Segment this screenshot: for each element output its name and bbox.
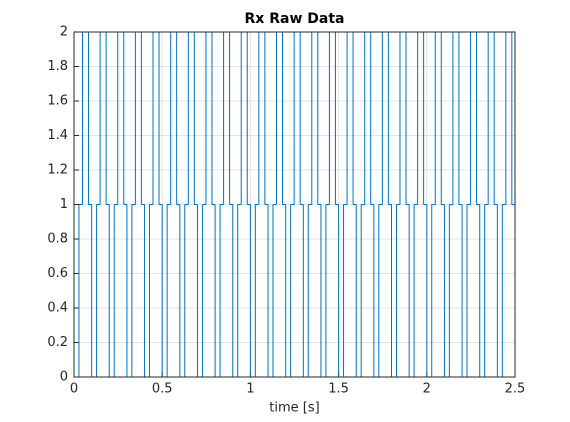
y-tick-label: 1.4 (47, 128, 68, 143)
axes-box (73, 31, 516, 378)
x-axis-label: time [s] (269, 401, 319, 416)
y-tick-label: 0 (60, 370, 68, 385)
y-tick-label: 0.2 (47, 335, 68, 350)
y-tick-label: 0.8 (47, 232, 68, 247)
y-tick-label: 0.4 (47, 301, 68, 316)
y-tick-label: 0.6 (47, 266, 68, 281)
x-tick-label: 0 (70, 382, 78, 397)
chart-title: Rx Raw Data (245, 11, 345, 27)
x-tick-label: 2.5 (505, 382, 526, 397)
x-tick-label: 1.5 (328, 382, 349, 397)
y-tick-label: 2 (60, 25, 68, 40)
y-tick-label: 1.8 (47, 59, 68, 74)
y-tick-label: 1 (60, 197, 68, 212)
y-tick-label: 1.6 (47, 94, 68, 109)
x-tick-label: 1 (246, 382, 254, 397)
x-tick-label: 0.5 (152, 382, 173, 397)
y-tick-label: 1.2 (47, 163, 68, 178)
x-tick-label: 2 (423, 382, 431, 397)
